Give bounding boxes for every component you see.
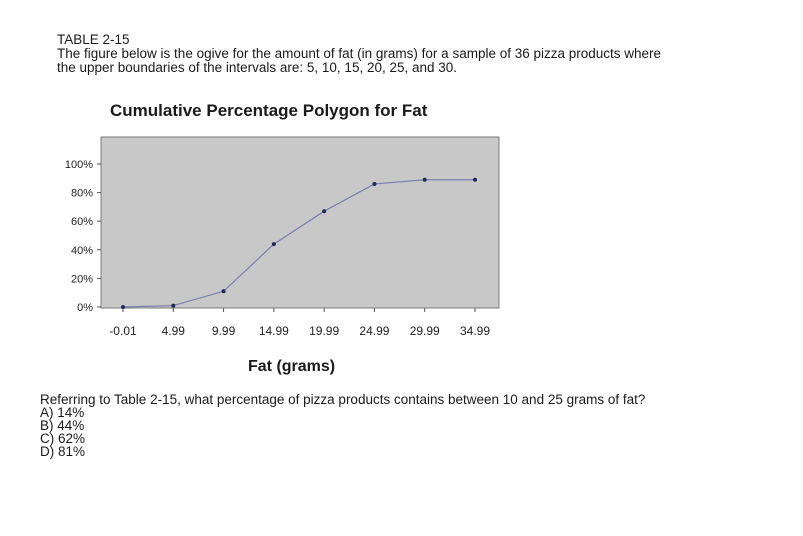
y-axis: 0% 20% 40% 60% 80% 100% (65, 159, 101, 314)
series-markers (121, 177, 477, 309)
y-tick-label: 100% (65, 159, 93, 171)
question-text: Referring to Table 2-15, what percentage… (40, 392, 646, 407)
x-axis: -0.01 4.99 9.99 14.99 19.99 24.99 29.99 34.99 (109, 308, 490, 338)
y-tick-label: 0% (77, 302, 93, 314)
data-point (271, 242, 276, 247)
x-tick-label: 9.99 (212, 324, 236, 338)
x-tick-label: 14.99 (259, 324, 289, 338)
x-tick-label: 4.99 (162, 324, 186, 338)
question-block: Referring to Table 2-15, what percentage… (40, 392, 646, 459)
option-b[interactable]: B) 44% (40, 418, 85, 433)
x-axis-title: Fat (grams) (248, 358, 336, 375)
y-tick-label: 20% (71, 273, 93, 285)
data-point (372, 182, 377, 187)
data-point (221, 289, 226, 294)
data-point (171, 303, 176, 308)
table-label: TABLE 2-15 (57, 32, 130, 47)
data-point (322, 209, 327, 214)
y-tick-label: 80% (71, 188, 93, 200)
chart-title: Cumulative Percentage Polygon for Fat (110, 101, 428, 120)
plot-area (100, 136, 500, 309)
option-a[interactable]: A) 14% (40, 405, 85, 420)
intro-line-2: the upper boundaries of the intervals ar… (57, 60, 458, 75)
option-d[interactable]: D) 81% (40, 444, 86, 459)
data-point (121, 305, 125, 309)
problem-header: TABLE 2-15 The figure below is the ogive… (57, 33, 787, 75)
x-tick-label: 29.99 (410, 324, 440, 338)
x-tick-label: 24.99 (359, 324, 389, 338)
intro-line-1: The figure below is the ogive for the am… (57, 46, 662, 61)
x-tick-label: -0.01 (109, 324, 137, 338)
series-line (122, 179, 475, 308)
x-tick-label: 34.99 (460, 324, 490, 338)
data-point (422, 177, 427, 182)
option-c[interactable]: C) 62% (40, 431, 86, 446)
data-point (473, 177, 477, 182)
x-tick-label: 19.99 (309, 324, 339, 338)
y-tick-label: 60% (71, 216, 93, 228)
y-tick-label: 40% (71, 245, 93, 257)
